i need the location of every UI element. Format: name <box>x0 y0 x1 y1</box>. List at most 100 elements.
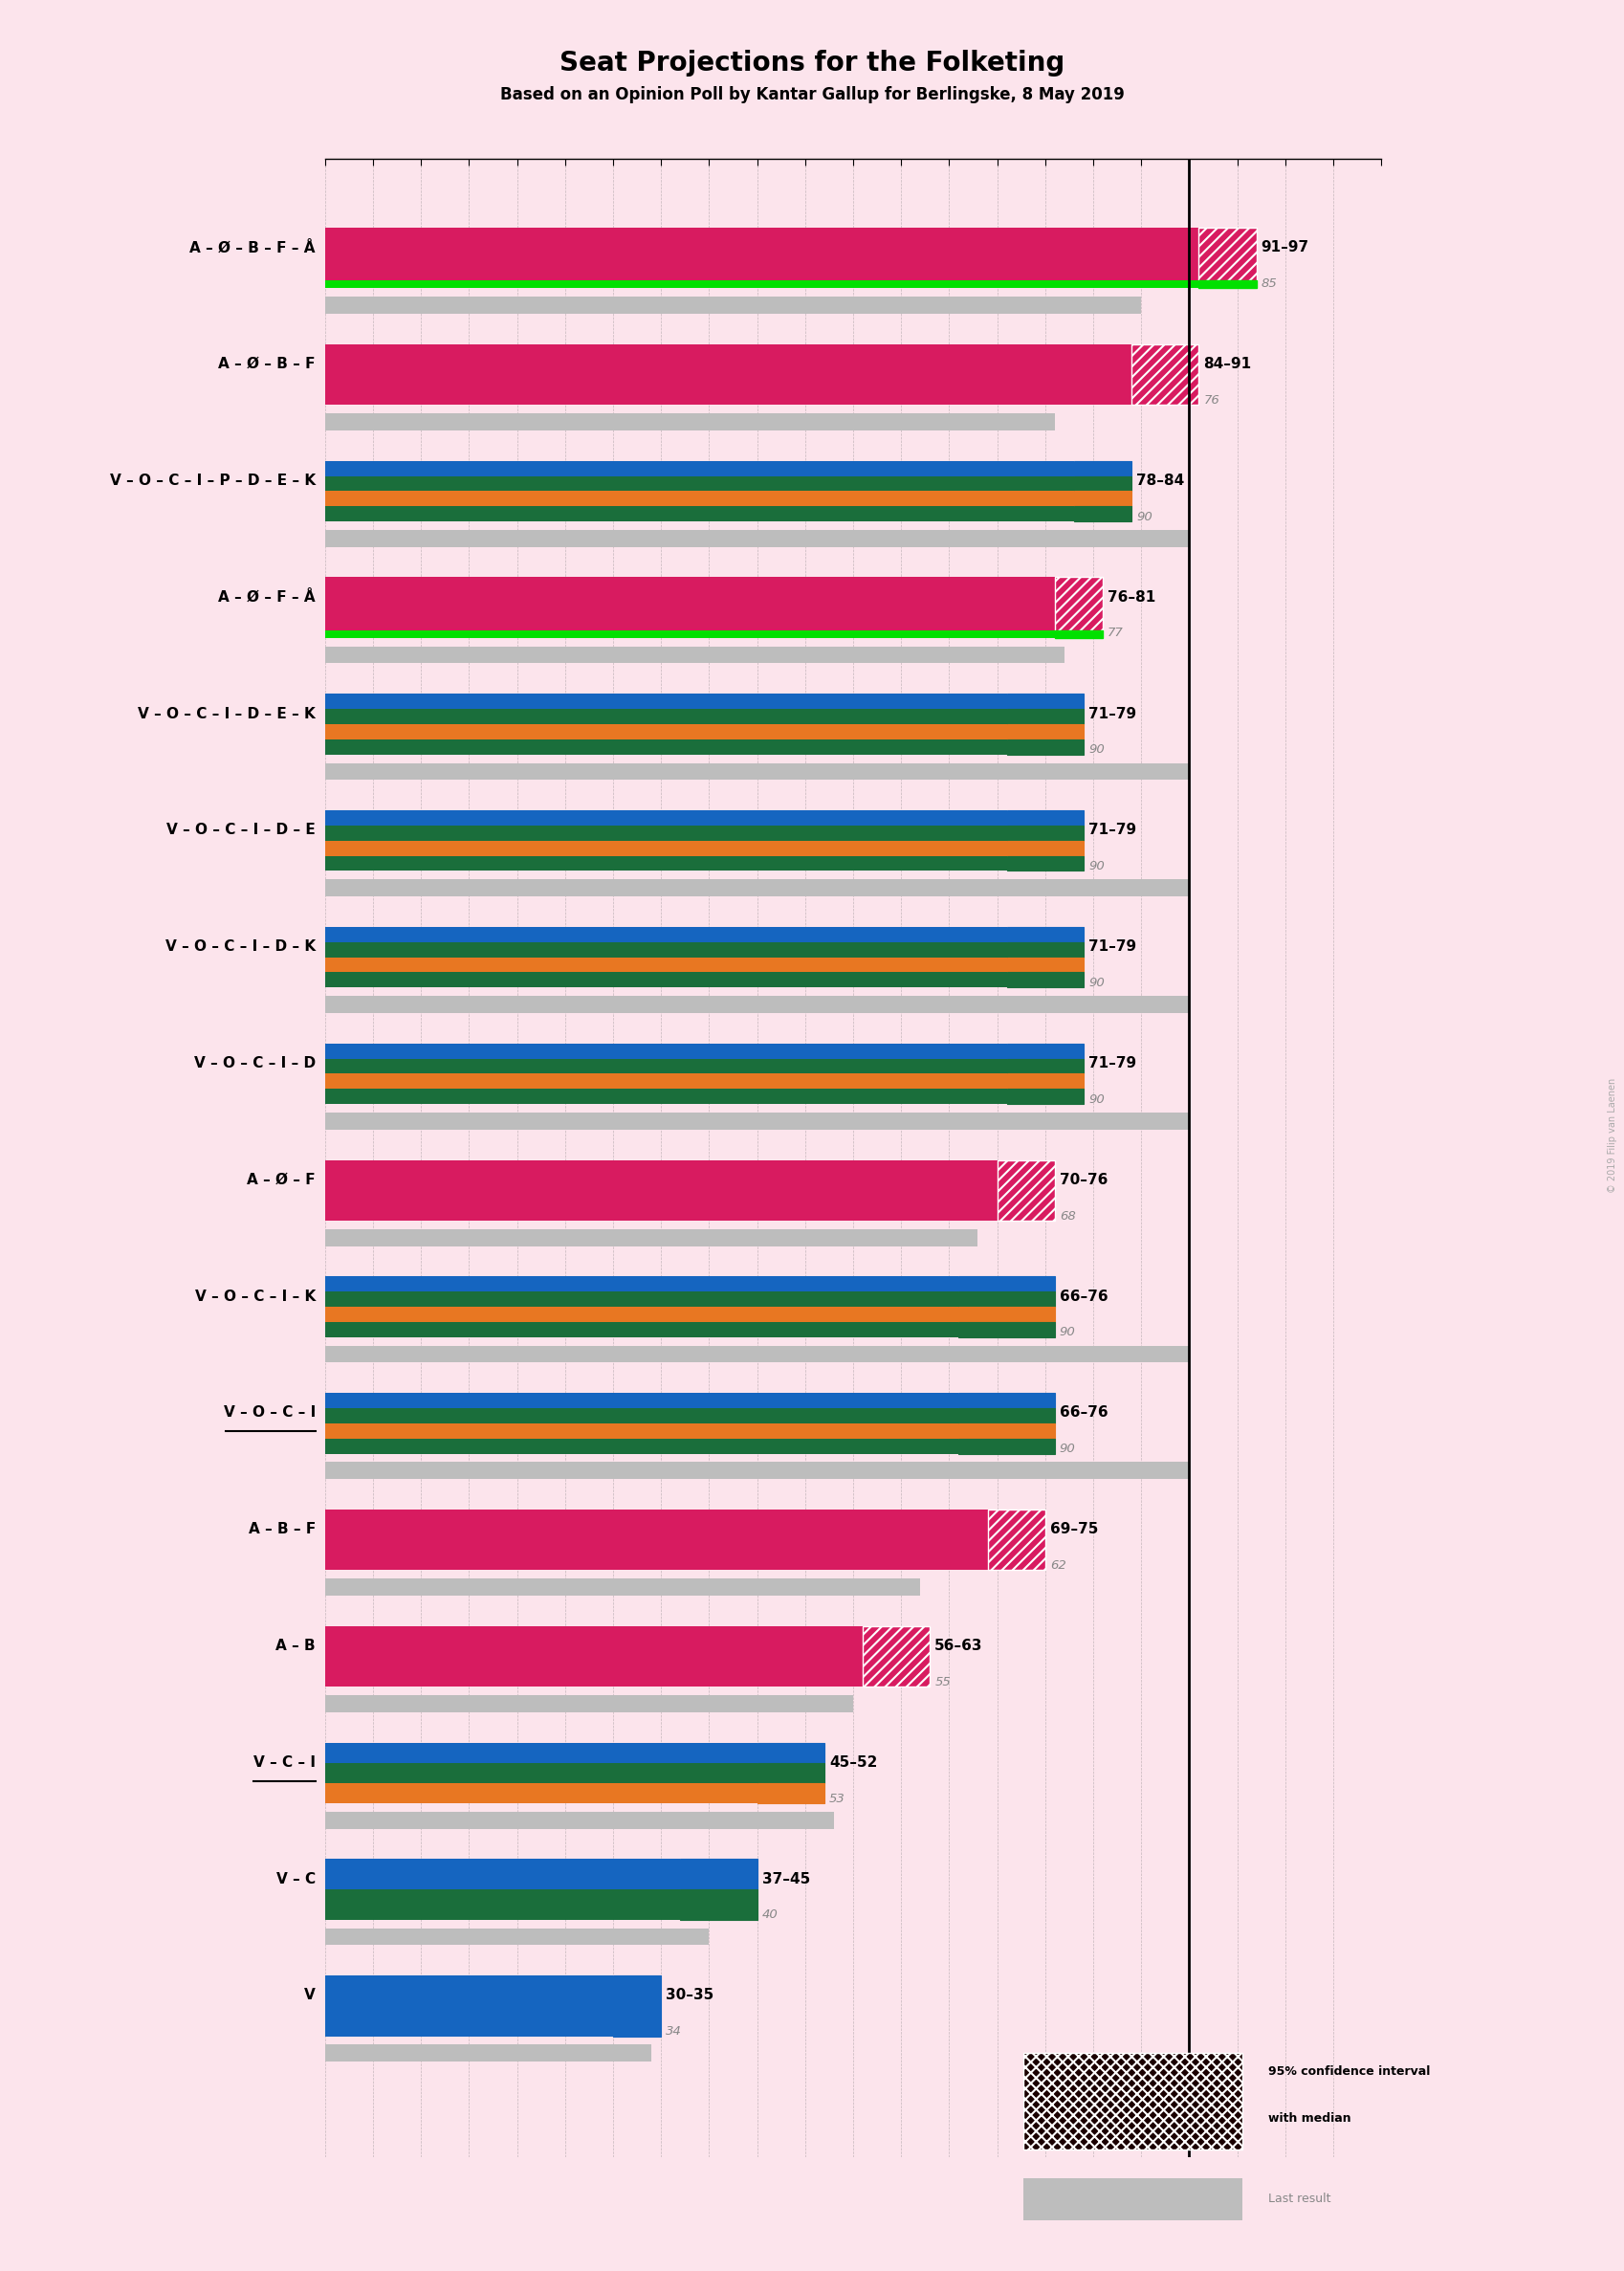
Text: V – C – I: V – C – I <box>253 1755 315 1769</box>
Bar <box>325 972 1007 988</box>
Bar <box>325 827 1007 840</box>
Bar <box>997 1160 1054 1220</box>
Bar <box>325 1928 708 1946</box>
Bar <box>325 1113 1189 1129</box>
Bar <box>325 1322 958 1338</box>
Bar <box>325 1510 987 1569</box>
Text: 90: 90 <box>1088 977 1104 990</box>
Text: 90: 90 <box>1059 1442 1075 1456</box>
Bar <box>1023 2053 1241 2148</box>
Text: 30–35: 30–35 <box>666 1989 713 2003</box>
Bar <box>325 461 1073 477</box>
Bar <box>1073 491 1130 506</box>
Bar <box>325 840 1007 856</box>
Bar <box>1199 227 1255 288</box>
Text: 76: 76 <box>1203 393 1220 407</box>
Text: 84–91: 84–91 <box>1203 357 1250 370</box>
Text: 90: 90 <box>1088 1092 1104 1106</box>
Bar <box>325 1344 1189 1363</box>
Bar <box>757 1783 823 1803</box>
Bar <box>987 1510 1044 1569</box>
Bar <box>1023 2178 1241 2221</box>
Text: V – O – C – I – P – D – E – K: V – O – C – I – P – D – E – K <box>109 472 315 488</box>
Bar <box>325 298 1140 313</box>
Bar <box>1007 1042 1083 1058</box>
Text: 85: 85 <box>1260 277 1276 291</box>
Bar <box>325 1074 1007 1088</box>
Bar <box>1073 506 1130 522</box>
Bar <box>325 1058 1007 1074</box>
Bar <box>325 491 1073 506</box>
Text: 90: 90 <box>1135 511 1151 522</box>
Bar <box>325 1812 833 1828</box>
Bar <box>1007 956 1083 972</box>
Bar <box>325 724 1007 740</box>
Text: 68: 68 <box>1059 1210 1075 1222</box>
Text: V – C: V – C <box>276 1871 315 1887</box>
Bar <box>1007 827 1083 840</box>
Bar <box>325 529 1189 547</box>
Bar <box>325 763 1189 779</box>
Text: 71–79: 71–79 <box>1088 940 1135 954</box>
Bar <box>325 1694 853 1712</box>
Bar <box>1199 279 1255 288</box>
Bar <box>757 1762 823 1783</box>
Text: 90: 90 <box>1059 1326 1075 1338</box>
Text: 90: 90 <box>1088 743 1104 756</box>
Bar <box>325 1392 958 1408</box>
Bar <box>325 506 1073 522</box>
Bar <box>958 1438 1054 1453</box>
Text: A – Ø – B – F – Å: A – Ø – B – F – Å <box>190 241 315 254</box>
Bar <box>325 1229 978 1247</box>
Bar <box>325 279 1199 288</box>
Text: A – Ø – F – Å: A – Ø – F – Å <box>218 590 315 604</box>
Bar <box>325 629 1054 638</box>
Bar <box>325 856 1007 872</box>
Bar <box>325 647 1064 663</box>
Text: 56–63: 56–63 <box>934 1640 983 1653</box>
Text: V – O – C – I – D: V – O – C – I – D <box>193 1056 315 1070</box>
Bar <box>1007 1088 1083 1104</box>
Text: V – O – C – I – D – K: V – O – C – I – D – K <box>166 940 315 954</box>
Text: 55: 55 <box>934 1676 950 1687</box>
Bar <box>325 2044 651 2062</box>
Text: A – B: A – B <box>276 1640 315 1653</box>
Text: V: V <box>304 1989 315 2003</box>
Bar <box>325 879 1189 897</box>
Bar <box>325 1276 958 1292</box>
Text: Last result: Last result <box>1267 2194 1330 2205</box>
Text: A – Ø – B – F: A – Ø – B – F <box>218 357 315 370</box>
Text: A – B – F: A – B – F <box>248 1522 315 1537</box>
Bar <box>958 1392 1054 1408</box>
Text: 71–79: 71–79 <box>1088 706 1135 720</box>
Bar <box>325 927 1007 942</box>
Bar <box>325 1626 862 1687</box>
Bar <box>325 1860 680 1889</box>
Bar <box>325 1463 1189 1478</box>
Bar <box>325 1424 958 1438</box>
Text: V – O – C – I – K: V – O – C – I – K <box>195 1290 315 1304</box>
Bar <box>325 1578 919 1597</box>
Bar <box>958 1322 1054 1338</box>
Bar <box>325 1889 680 1919</box>
Bar <box>1007 1058 1083 1074</box>
Bar <box>1007 927 1083 942</box>
Bar <box>325 1762 757 1783</box>
Text: 71–79: 71–79 <box>1088 1056 1135 1070</box>
Bar <box>325 709 1007 724</box>
Bar <box>1007 724 1083 740</box>
Bar <box>325 1088 1007 1104</box>
Bar <box>1073 461 1130 477</box>
Text: 91–97: 91–97 <box>1260 241 1309 254</box>
Bar <box>325 1160 997 1220</box>
Bar <box>1007 811 1083 827</box>
Text: 77: 77 <box>1108 627 1122 640</box>
Bar <box>1007 1074 1083 1088</box>
Text: Based on an Opinion Poll by Kantar Gallup for Berlingske, 8 May 2019: Based on an Opinion Poll by Kantar Gallu… <box>500 86 1124 104</box>
Text: V – O – C – I – D – E: V – O – C – I – D – E <box>166 822 315 838</box>
Text: with median: with median <box>1267 2112 1350 2123</box>
Bar <box>325 1306 958 1322</box>
Text: 69–75: 69–75 <box>1049 1522 1098 1537</box>
Bar <box>325 413 1054 429</box>
Bar <box>958 1306 1054 1322</box>
